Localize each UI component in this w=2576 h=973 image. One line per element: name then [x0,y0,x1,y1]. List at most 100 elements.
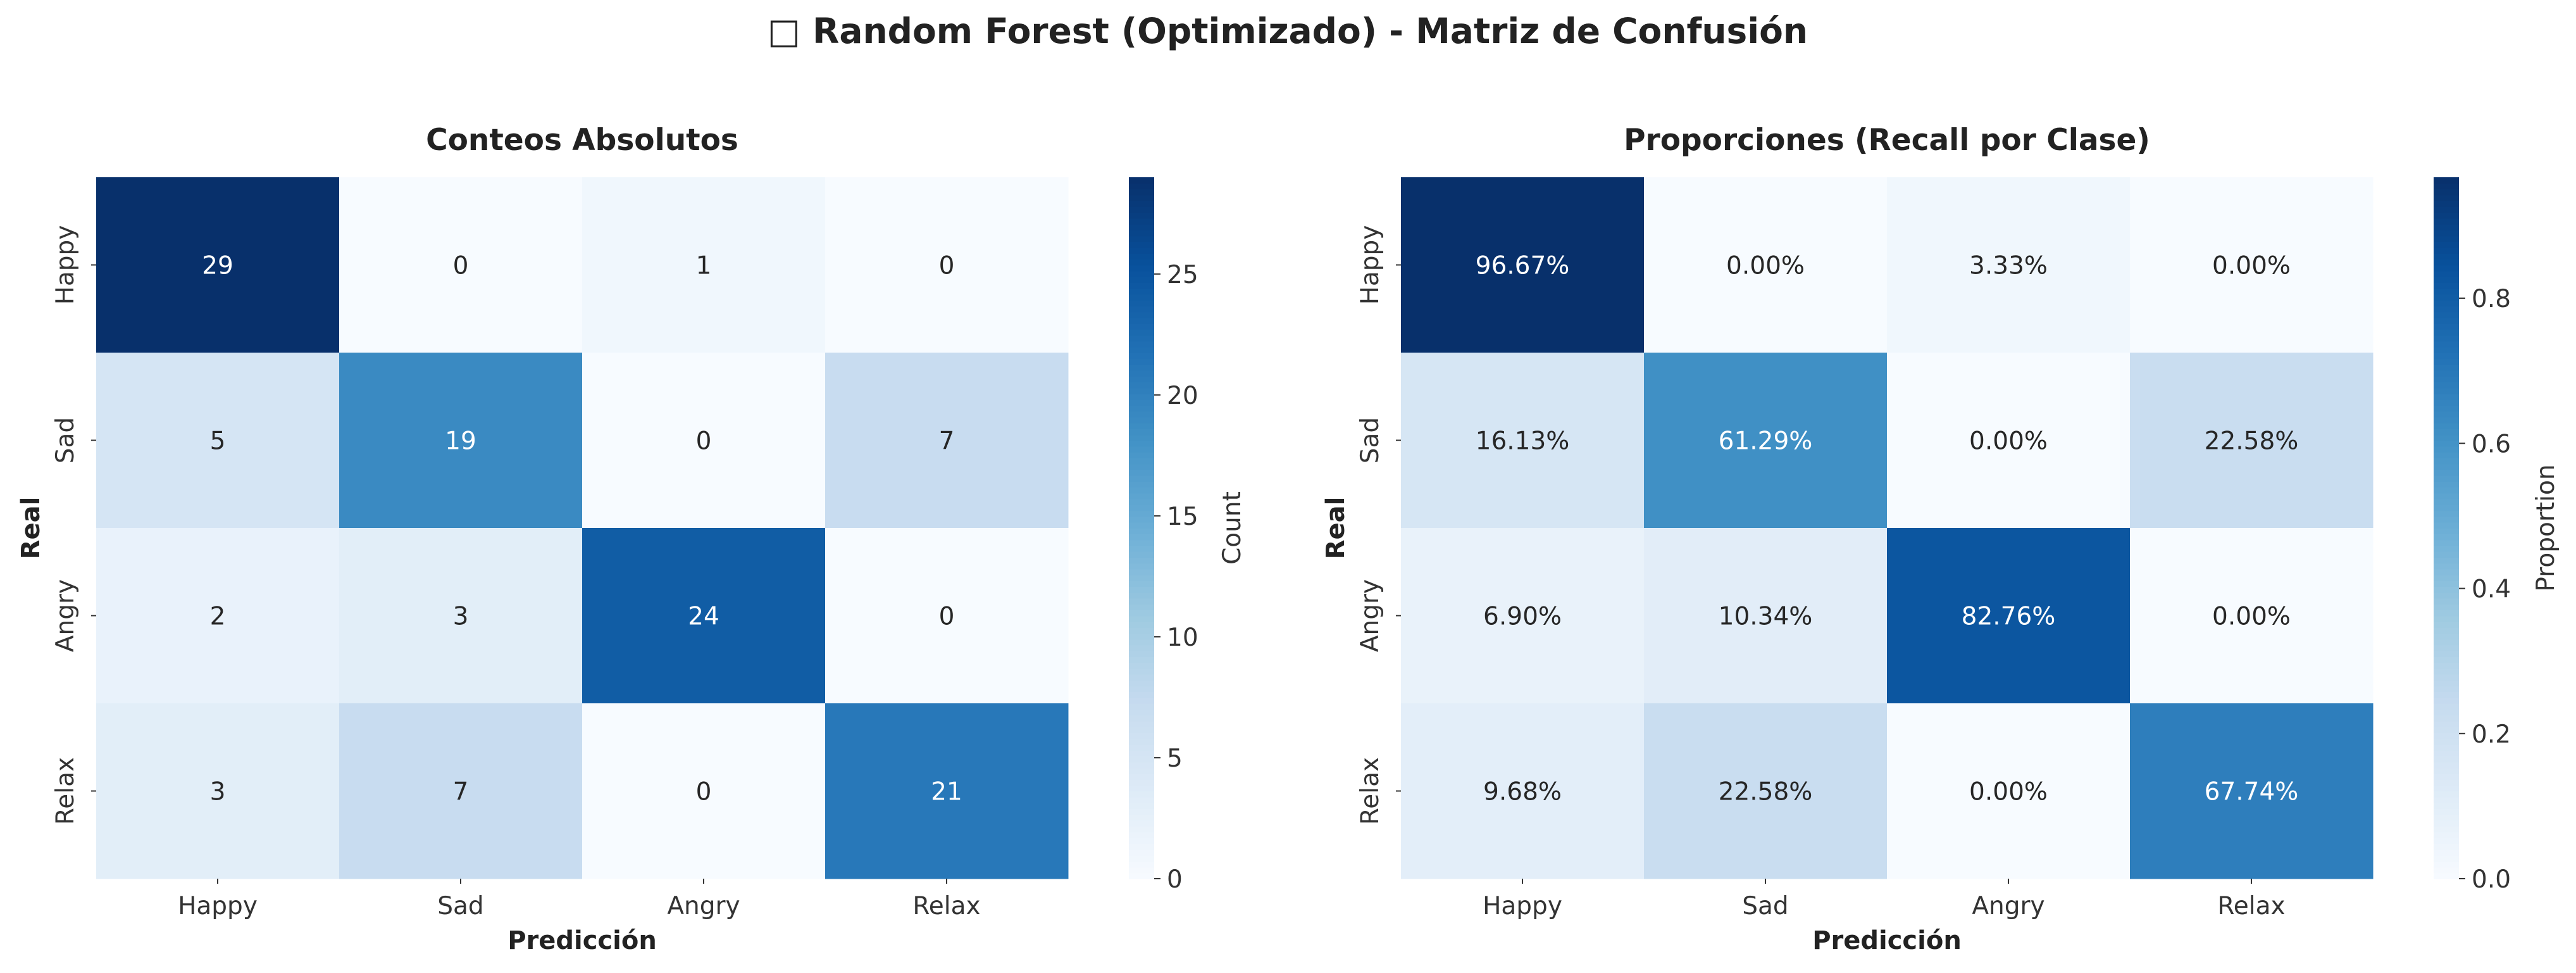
colorbar-band [1129,429,1154,436]
cell-value-label: 0.00% [2212,603,2291,631]
colorbar-band [1129,200,1154,207]
colorbar-band [1129,633,1154,640]
colorbar-band [2434,732,2459,739]
colorbar-band [2434,375,2459,382]
cell-value-label: 67.74% [2205,778,2299,807]
y-tick-label: Angry [51,579,80,652]
colorbar-band [1129,762,1154,769]
y-axis-label: Real [16,497,46,560]
y-tick-label: Relax [1356,757,1384,825]
colorbar-band [2434,475,2459,482]
colorbar-tick-label: 0 [1167,865,1183,894]
colorbar-band [1129,855,1154,862]
colorbar-band [1129,767,1154,774]
colorbar-band [2434,323,2459,330]
heatmap-cell [2130,177,2374,353]
colorbar-band [1129,581,1154,587]
colorbar-band [1129,481,1154,488]
colorbar-band [1129,288,1154,295]
colorbar-band [1129,382,1154,389]
colorbar-band [1129,604,1154,611]
cell-value-label: 16.13% [1476,427,1570,456]
heatmap-cell [1887,353,2131,529]
colorbar-band [1129,510,1154,517]
heatmap-cell [1644,703,1888,879]
y-tick-label: Happy [51,225,80,305]
colorbar-band [2434,650,2459,657]
cell-value-label: 22.58% [2205,427,2299,456]
colorbar-band [2434,691,2459,698]
colorbar-band [1129,335,1154,342]
colorbar-band [2434,644,2459,651]
colorbar-band [2434,615,2459,622]
colorbar-band [1129,750,1154,756]
colorbar-band [2434,405,2459,412]
cell-value-label: 0 [939,252,955,280]
x-tick-label: Happy [1483,892,1562,920]
colorbar-band [1129,463,1154,470]
heatmap-cell [825,703,1069,879]
heatmap-cell [339,528,583,704]
colorbar-band [2434,235,2459,242]
colorbar-tick-label: 25 [1167,261,1198,289]
colorbar-band [1129,194,1154,201]
colorbar-band [1129,697,1154,704]
colorbar-band [1129,387,1154,394]
cell-value-label: 3 [210,778,226,807]
colorbar-band [2434,697,2459,704]
colorbar-band [2434,744,2459,751]
colorbar-band [1129,253,1154,260]
heatmap-cell [582,528,826,704]
colorbar-band [1129,241,1154,248]
cell-value-label: 61.29% [1719,427,1813,456]
colorbar-band [1129,814,1154,821]
colorbar-band [1129,796,1154,803]
colorbar-band [1129,493,1154,499]
heatmap-cell [1887,528,2131,704]
colorbar-band [1129,487,1154,494]
colorbar-band [1129,872,1154,879]
heatmap-cell [825,353,1069,529]
colorbar-band [1129,686,1154,693]
chart-title: Proporciones (Recall por Clase) [1624,123,2150,158]
y-tick-label: Relax [51,757,80,825]
cell-value-label: 0 [453,252,469,280]
colorbar-band [1129,206,1154,213]
colorbar-band [2434,750,2459,756]
colorbar-band [1129,726,1154,733]
colorbar-band [2434,703,2459,710]
colorbar-band [2434,481,2459,488]
colorbar-band [1129,838,1154,844]
colorbar-band [1129,422,1154,429]
colorbar-band [2434,230,2459,237]
colorbar-band [2434,469,2459,476]
colorbar-band [2434,299,2459,306]
colorbar-band [2434,528,2459,535]
heatmap-cell [339,703,583,879]
cell-value-label: 6.90% [1483,603,1562,631]
colorbar-band [2434,539,2459,546]
colorbar-band [1129,370,1154,377]
colorbar-band [2434,282,2459,289]
colorbar-band [1129,843,1154,850]
colorbar-tick-label: 0.6 [2472,430,2511,458]
colorbar-band [2434,516,2459,523]
heatmap-cell [1401,528,1645,704]
colorbar-band [2434,808,2459,815]
heatmap-cell [582,703,826,879]
heatmap-cell [1644,177,1888,353]
colorbar-band [1129,294,1154,301]
colorbar-band [1129,849,1154,856]
colorbar-band [2434,358,2459,365]
colorbar-band [1129,364,1154,371]
colorbar-band [1129,528,1154,535]
colorbar-band [2434,247,2459,254]
colorbar-band [2434,849,2459,856]
colorbar-band [1129,323,1154,330]
heatmap-cell [1401,177,1645,353]
colorbar-band [1129,574,1154,581]
cell-value-label: 1 [696,252,712,280]
y-tick-label: Happy [1356,225,1384,305]
colorbar-band [1129,820,1154,827]
y-axis-label: Real [1321,497,1350,560]
